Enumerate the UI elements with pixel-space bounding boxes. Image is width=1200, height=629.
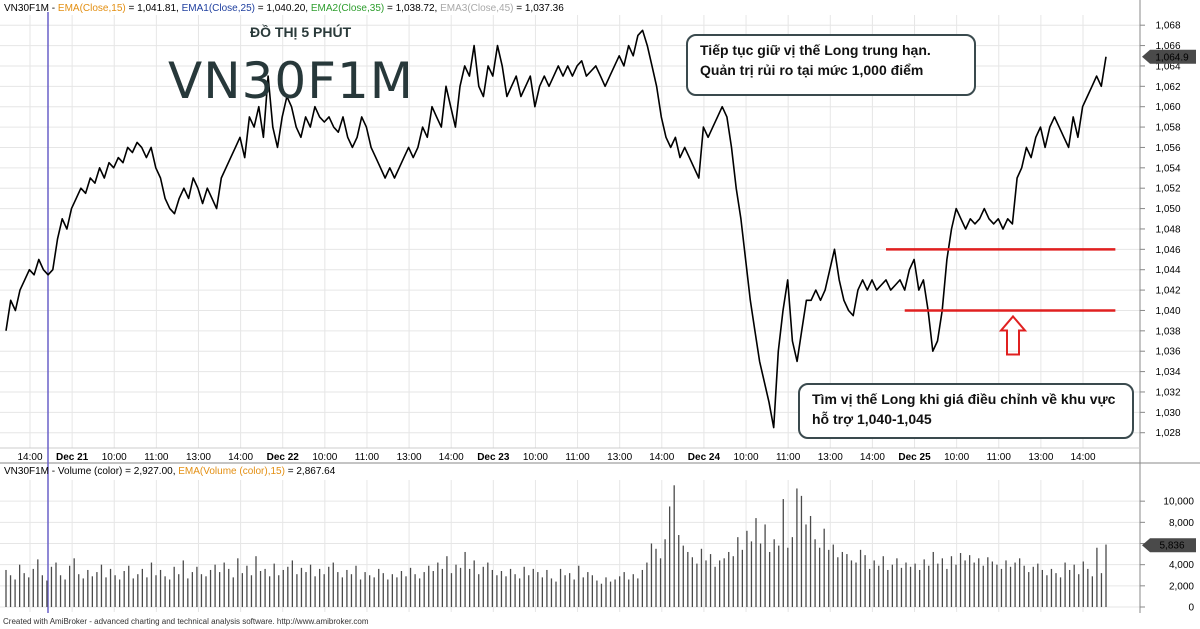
volume-tick-label: 0 xyxy=(1188,603,1194,614)
header-part-0: VN30F1M xyxy=(4,3,49,14)
annotation-top-line1: Tiếp tục giữ vị thế Long trung hạn. xyxy=(700,42,931,58)
x-tick-label: 11:00 xyxy=(565,452,590,463)
x-tick-label: 10:00 xyxy=(523,452,548,463)
price-tick-label: 1,060 xyxy=(1155,102,1180,113)
price-tick-label: 1,028 xyxy=(1155,428,1180,439)
header-part-3: = 2,867.64 xyxy=(285,466,336,477)
price-tick-label: 1,030 xyxy=(1155,408,1180,419)
price-y-axis: 1,028 1,030 1,032 1,034 1,036 1,038 1,040 1,042… xyxy=(1140,21,1181,439)
price-tick-label: 1,038 xyxy=(1155,326,1180,337)
header-part-4: EMA1(Close,25) xyxy=(182,3,255,14)
x-tick-label: 13:00 xyxy=(607,452,632,463)
annotation-bottom: Tìm vị thế Long khi giá điều chỉnh về kh… xyxy=(798,383,1134,439)
x-tick-label: Dec 25 xyxy=(898,452,931,463)
header-part-6: EMA2(Close,35) xyxy=(311,3,384,14)
header-part-8: EMA3(Close,45) xyxy=(440,3,513,14)
x-tick-label: 13:00 xyxy=(397,452,422,463)
price-tick-label: 1,036 xyxy=(1155,347,1180,358)
volume-header: VN30F1M - Volume (color) = 2,927.00, EMA… xyxy=(4,466,336,477)
last-price-marker: 1,064.9 xyxy=(1142,49,1196,64)
x-tick-label: 13:00 xyxy=(1028,452,1053,463)
price-tick-label: 1,064 xyxy=(1155,61,1180,72)
price-tick-label: 1,034 xyxy=(1155,367,1180,378)
last-price-box xyxy=(1142,49,1196,64)
x-tick-label: 11:00 xyxy=(987,452,1012,463)
header-part-9: = 1,037.36 xyxy=(513,3,564,14)
x-tick-label: Dec 21 xyxy=(56,452,89,463)
x-tick-label: 14:00 xyxy=(228,452,253,463)
x-tick-label: 10:00 xyxy=(734,452,759,463)
x-tick-label: 13:00 xyxy=(186,452,211,463)
header-part-1: - xyxy=(49,3,58,14)
price-tick-label: 1,050 xyxy=(1155,204,1180,215)
annotation-bottom-line2: hỗ trợ 1,040-1,045 xyxy=(812,411,932,427)
annotation-top: Tiếp tục giữ vị thế Long trung hạn. Quản… xyxy=(686,34,976,96)
header-part-1: - Volume (color) = 2,927.00, xyxy=(49,466,178,477)
x-tick-label: Dec 22 xyxy=(267,452,300,463)
x-tick-label: 14:00 xyxy=(860,452,885,463)
price-tick-label: 1,068 xyxy=(1155,21,1180,32)
price-tick-label: 1,048 xyxy=(1155,224,1180,235)
header-part-5: = 1,040.20, xyxy=(255,3,311,14)
buy-arrow xyxy=(998,314,1028,356)
volume-tick-label: 10,000 xyxy=(1163,497,1194,508)
price-tick-label: 1,066 xyxy=(1155,41,1180,52)
price-tick-label: 1,044 xyxy=(1155,265,1180,276)
last-volume-label: 5,836 xyxy=(1159,541,1184,552)
x-axis: 14:00 Dec 21 10:00 11:00 13:00 14:00 Dec 22 10:… xyxy=(17,452,1095,463)
price-tick-label: 1,052 xyxy=(1155,184,1180,195)
price-tick-label: 1,056 xyxy=(1155,143,1180,154)
x-tick-label: Dec 24 xyxy=(688,452,721,463)
x-tick-label: 14:00 xyxy=(17,452,42,463)
price-tick-label: 1,062 xyxy=(1155,82,1180,93)
price-tick-label: 1,058 xyxy=(1155,123,1180,134)
price-tick-label: 1,054 xyxy=(1155,163,1180,174)
x-tick-label: 10:00 xyxy=(312,452,337,463)
last-volume-box xyxy=(1142,538,1196,553)
x-tick-label: 14:00 xyxy=(649,452,674,463)
last-price-label: 1,064.9 xyxy=(1155,52,1189,63)
chart-title: VN30F1M xyxy=(168,52,414,110)
annotation-bottom-line1: Tìm vị thế Long khi giá điều chỉnh về kh… xyxy=(812,391,1116,407)
volume-tick-label: 8,000 xyxy=(1169,518,1194,529)
last-volume-marker: 5,836 xyxy=(1142,538,1196,553)
header-part-0: VN30F1M xyxy=(4,466,49,477)
chart-subtitle: ĐỒ THỊ 5 PHÚT xyxy=(250,24,352,40)
up-arrow-icon xyxy=(998,314,1028,356)
price-tick-label: 1,042 xyxy=(1155,286,1180,297)
header-part-7: = 1,038.72, xyxy=(384,3,440,14)
x-tick-label: 11:00 xyxy=(776,452,801,463)
x-tick-label: 14:00 xyxy=(439,452,464,463)
x-tick-label: Dec 23 xyxy=(477,452,510,463)
header-part-2: EMA(Close,15) xyxy=(58,3,126,14)
support-lines xyxy=(886,248,1116,312)
x-tick-label: 10:00 xyxy=(944,452,969,463)
x-tick-label: 13:00 xyxy=(818,452,843,463)
price-tick-label: 1,040 xyxy=(1155,306,1180,317)
x-tick-label: 14:00 xyxy=(1070,452,1095,463)
price-tick-label: 1,046 xyxy=(1155,245,1180,256)
header-part-2: EMA(Volume (color),15) xyxy=(178,466,285,477)
volume-tick-label: 2,000 xyxy=(1169,581,1194,592)
price-line xyxy=(5,29,1107,429)
price-header: VN30F1M - EMA(Close,15) = 1,041.81, EMA1… xyxy=(4,3,564,14)
x-tick-label: 10:00 xyxy=(102,452,127,463)
price-tick-label: 1,032 xyxy=(1155,387,1180,398)
x-tick-label: 11:00 xyxy=(355,452,380,463)
header-part-3: = 1,041.81, xyxy=(126,3,182,14)
volume-bars xyxy=(5,485,1107,607)
volume-tick-label: 4,000 xyxy=(1169,560,1194,571)
price-grid xyxy=(0,15,1140,612)
footer-credit: Created with AmiBroker - advanced charti… xyxy=(3,617,369,626)
annotation-top-line2: Quản trị rủi ro tại mức 1,000 điểm xyxy=(700,62,924,78)
x-tick-label: 11:00 xyxy=(144,452,169,463)
